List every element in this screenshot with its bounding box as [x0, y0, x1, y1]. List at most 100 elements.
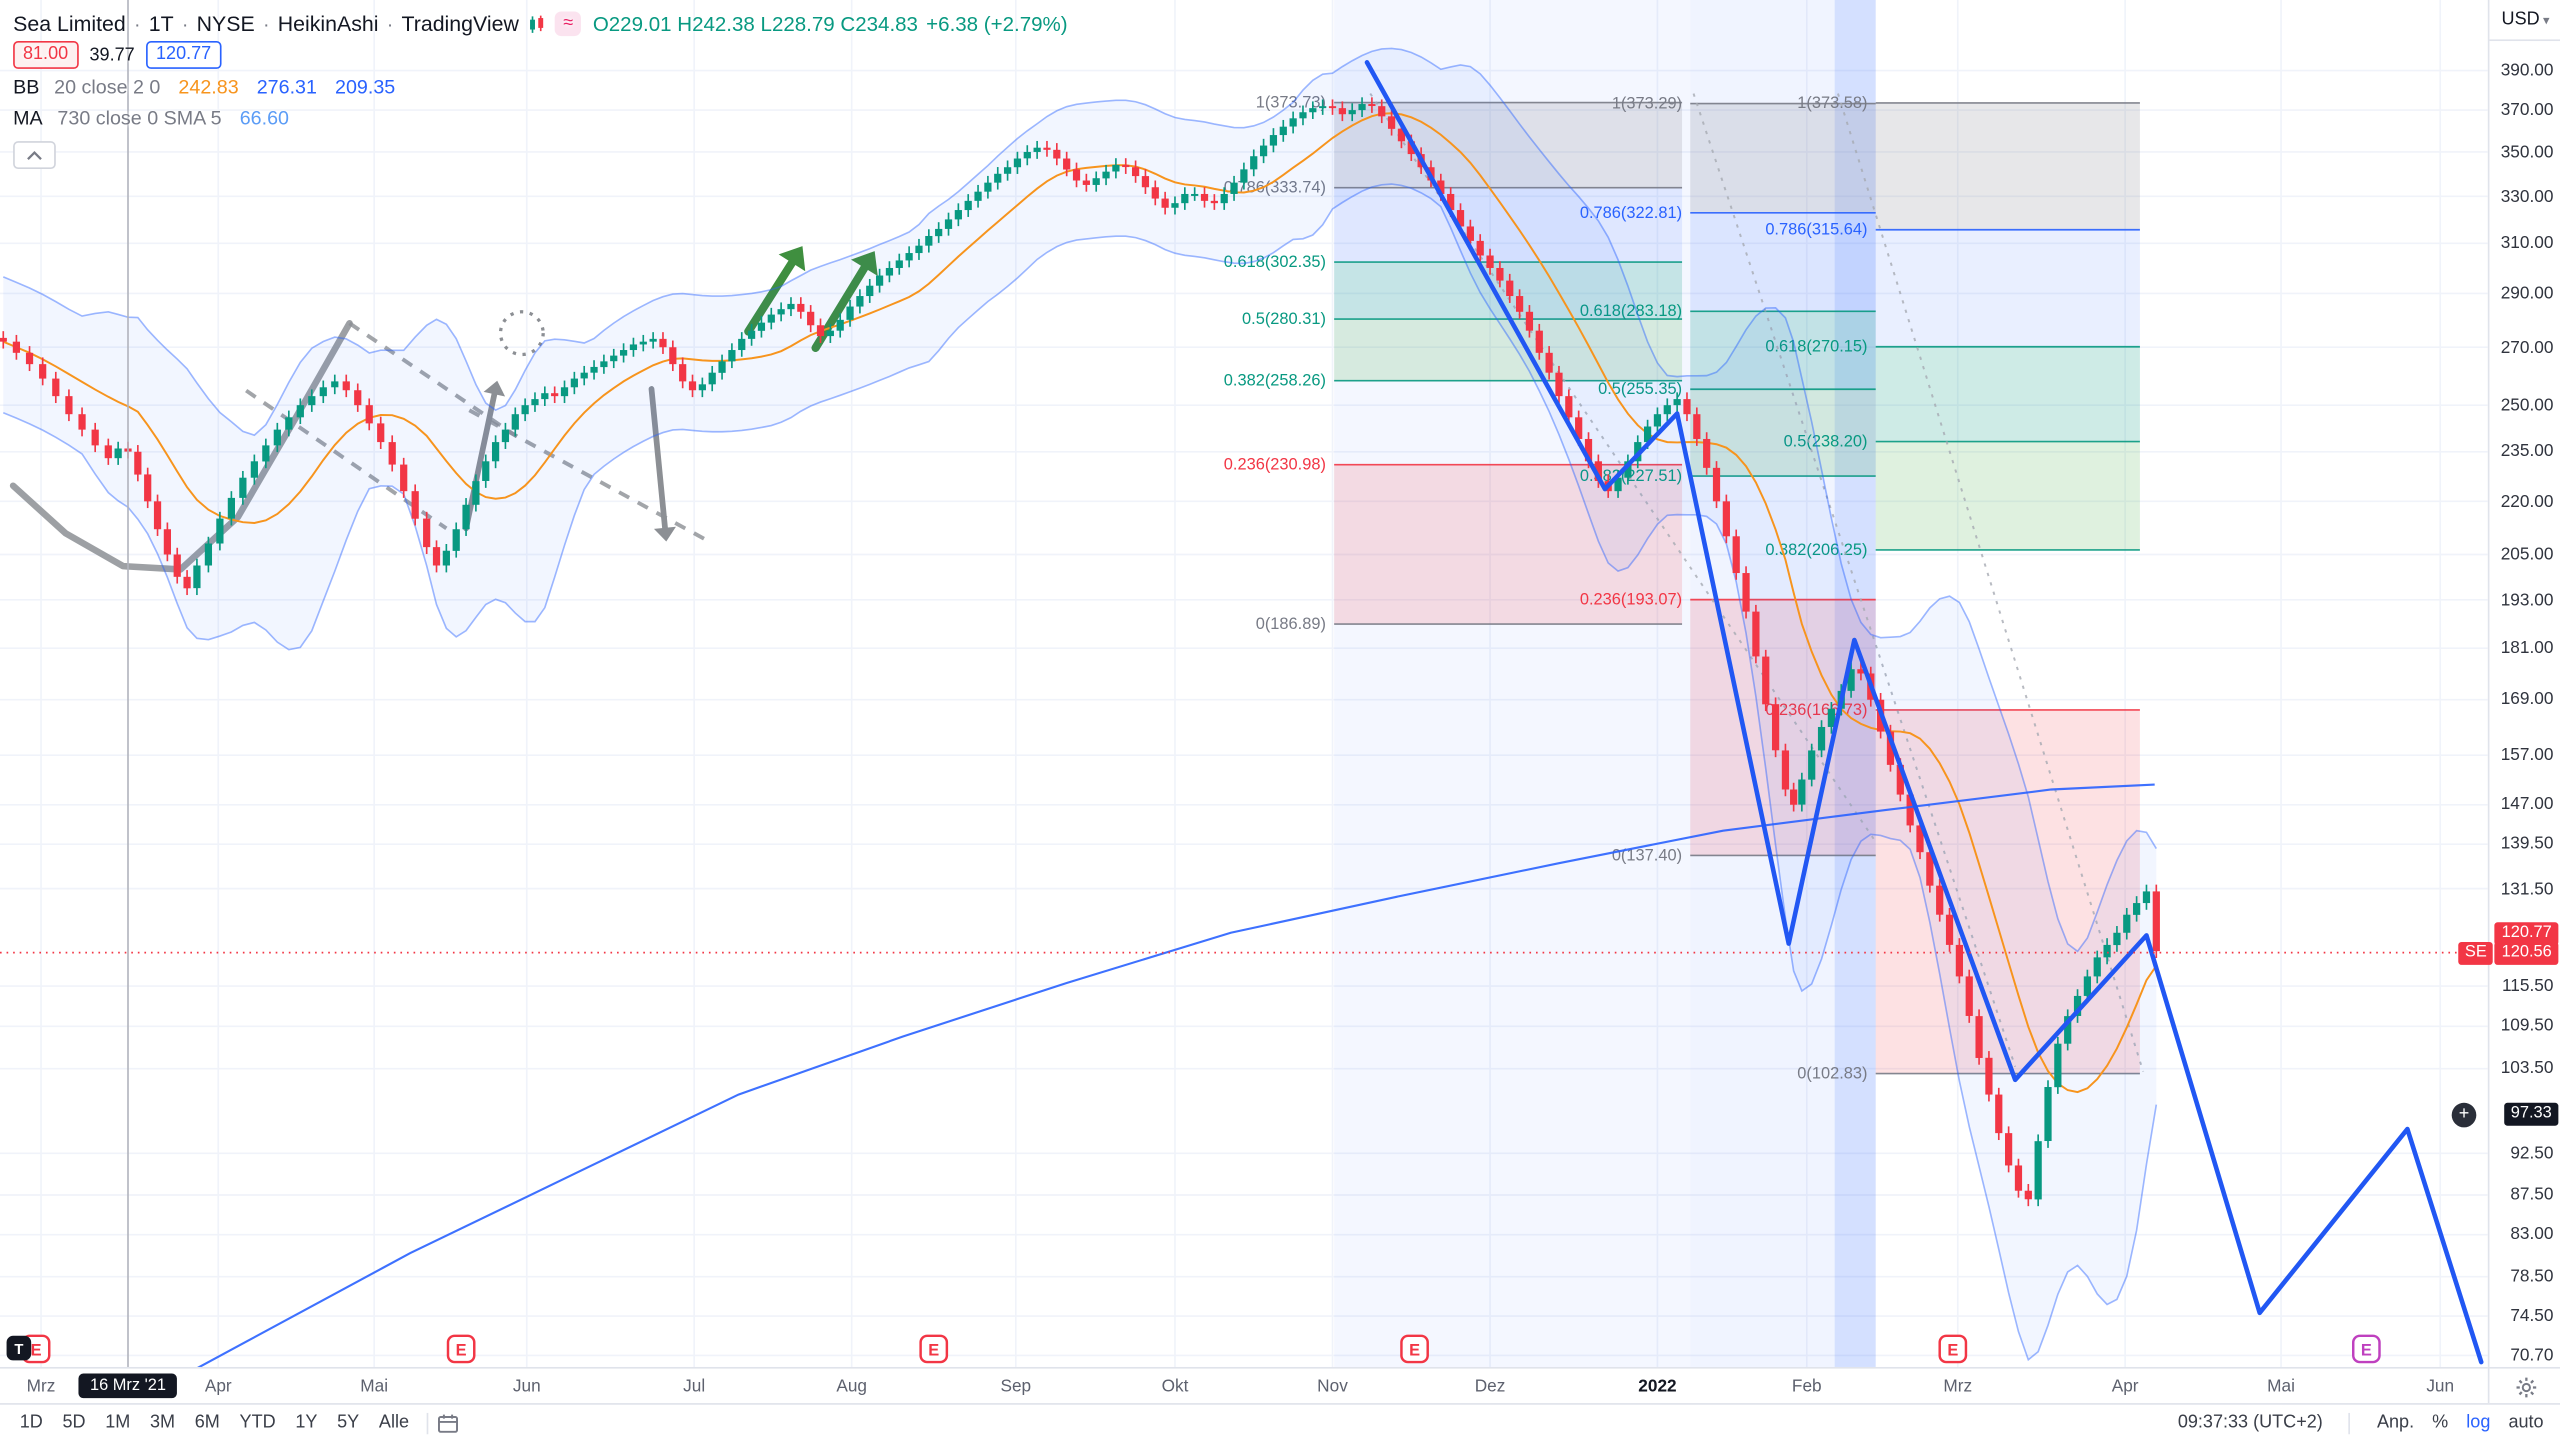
svg-text:E: E	[456, 1341, 467, 1359]
price-tick-label: 70.70	[2510, 1345, 2554, 1366]
price-level-pill-red[interactable]: 81.00	[13, 41, 79, 69]
caret-down-icon: ▾	[2542, 12, 2550, 28]
price-level-pill-blue[interactable]: 120.77	[146, 41, 222, 69]
time-tick-label: Jul	[683, 1376, 706, 1397]
add-alert-plus-button[interactable]: +	[2451, 1102, 2477, 1128]
go-to-date-button[interactable]	[437, 1412, 460, 1433]
price-tick-label: 193.00	[2500, 589, 2554, 610]
percent-toggle[interactable]: %	[2432, 1412, 2449, 1433]
go-to-date-calendar-icon	[438, 1413, 459, 1432]
auto-scale-toggle[interactable]: auto	[2508, 1412, 2544, 1433]
range-button-3m[interactable]: 3M	[150, 1412, 176, 1433]
fib-level-label: 0.618(283.18)	[1580, 302, 1682, 320]
price-tick-label: 290.00	[2500, 283, 2554, 304]
time-tick-label: Aug	[836, 1376, 868, 1397]
range-button-1m[interactable]: 1M	[105, 1412, 131, 1433]
price-tick-label: 74.50	[2510, 1306, 2554, 1326]
axis-hover-price-badge: 97.33	[2504, 1103, 2559, 1127]
price-tick-label: 270.00	[2500, 337, 2554, 358]
price-tick-label: 131.50	[2500, 878, 2554, 899]
fib-level-label: 0.236(230.98)	[1224, 456, 1326, 474]
range-button-alle[interactable]: Alle	[378, 1412, 410, 1433]
last-price-badge: SE 120.56	[2458, 942, 2559, 966]
range-button-1y[interactable]: 1Y	[295, 1412, 318, 1433]
fib-level-label: 0.618(302.35)	[1224, 253, 1326, 271]
price-tick-label: 370.00	[2500, 100, 2554, 120]
log-scale-toggle[interactable]: log	[2466, 1412, 2491, 1433]
chevron-up-icon	[27, 150, 42, 160]
earnings-marker[interactable]: E	[1400, 1334, 1429, 1364]
projection-trendline[interactable]	[1364, 60, 2484, 1365]
time-tick-label: Mai	[2267, 1376, 2295, 1397]
svg-text:E: E	[31, 1341, 42, 1359]
time-tick-label: Mrz	[1943, 1376, 1973, 1397]
wave-compare-icon[interactable]: ≈	[555, 11, 582, 37]
range-button-6m[interactable]: 6M	[194, 1412, 220, 1433]
vertical-highlight-band	[1334, 0, 1691, 1367]
ma730-line	[197, 783, 2155, 1367]
price-tick-label: 310.00	[2500, 233, 2554, 254]
bollinger-basis-line	[2, 112, 2158, 1094]
time-tick-label: Nov	[1317, 1376, 1348, 1397]
svg-text:E: E	[928, 1341, 939, 1359]
price-tick-label: 92.50	[2510, 1143, 2554, 1164]
price-axis[interactable]: USD ▾ 390.00 370.00 350.00 330.00 310.00 290.…	[2458, 0, 2560, 1367]
fib-level-label: 0(186.89)	[1256, 615, 1326, 633]
fib-level-label: 0.5(255.35)	[1598, 380, 1682, 398]
fib-level-label: 1(373.29)	[1612, 94, 1682, 112]
price-tick-label: 350.00	[2500, 142, 2554, 162]
time-tick-label: Apr	[2111, 1376, 2139, 1397]
price-line-badge: 120.77	[2495, 921, 2559, 945]
price-tick-label: 390.00	[2500, 60, 2554, 81]
time-tick-label: Jun	[512, 1376, 541, 1397]
earnings-marker[interactable]: E	[1938, 1334, 1968, 1364]
tradingview-watermark-logo[interactable]: T	[6, 1335, 32, 1361]
price-tick-label: 103.50	[2500, 1058, 2554, 1079]
earnings-marker[interactable]: E	[919, 1334, 949, 1364]
price-tick-label: 147.00	[2500, 794, 2554, 815]
earnings-marker[interactable]: E	[446, 1334, 476, 1364]
fib-level-label: 0(102.83)	[1797, 1064, 1867, 1082]
time-tick-label: Apr	[204, 1376, 232, 1397]
indicator-name[interactable]: BB	[13, 74, 40, 98]
range-button-1d[interactable]: 1D	[19, 1412, 43, 1433]
time-tick-label: Jun	[2426, 1376, 2455, 1397]
time-tick-label: 2022	[1638, 1376, 1677, 1397]
legend-collapse-button[interactable]	[13, 141, 56, 170]
gear-icon	[2515, 1376, 2536, 1397]
earnings-marker[interactable]: E	[2352, 1334, 2381, 1364]
range-button-ytd[interactable]: YTD	[239, 1412, 276, 1433]
time-axis[interactable]: Mrz Apr Mai Jun Jul Aug Sep Okt Nov Dez 2022 Feb Mrz…	[0, 1366, 2488, 1405]
fib-level-label: 0.5(280.31)	[1242, 310, 1326, 328]
axis-settings-corner[interactable]	[2487, 1366, 2560, 1405]
currency-toggle-button[interactable]: USD ▾	[2489, 0, 2560, 42]
plus-icon: +	[2458, 1104, 2470, 1124]
price-tick-label: 220.00	[2500, 491, 2554, 512]
price-tick-label: 109.50	[2500, 1016, 2554, 1037]
chart-plot-area[interactable]: 1(373.73)0.786(333.74)0.618(302.35)0.5(2…	[0, 0, 2488, 1367]
candlestick-icon[interactable]	[527, 14, 547, 34]
price-tick-label: 235.00	[2500, 441, 2554, 462]
price-tick-label: 87.50	[2510, 1185, 2554, 1205]
indicator-name[interactable]: MA	[13, 105, 43, 129]
time-tick-label: Feb	[1791, 1376, 1822, 1397]
time-tick-label: Mrz	[26, 1376, 56, 1397]
last-price-value: 120.56	[2495, 942, 2559, 966]
bollinger-lower-line	[2, 183, 2158, 1362]
adjust-toggle[interactable]: Anp.	[2376, 1412, 2415, 1433]
toolbar-divider	[427, 1412, 429, 1434]
price-tick-label: 205.00	[2500, 544, 2554, 565]
bottom-toolbar: 1D 5D 1M 3M 6M YTD 1Y 5Y Alle 09:37:33 (UTC+2) A…	[0, 1403, 2560, 1440]
price-tick-label: 115.50	[2502, 976, 2554, 996]
range-button-5d[interactable]: 5D	[62, 1412, 86, 1433]
range-buttons: 1D 5D 1M 3M 6M YTD 1Y 5Y Alle	[0, 1413, 419, 1433]
svg-text:E: E	[1947, 1341, 1958, 1359]
clock-label[interactable]: 09:37:33 (UTC+2)	[2177, 1412, 2323, 1433]
svg-text:E: E	[2361, 1341, 2372, 1359]
fib-level-label: 0.618(270.15)	[1765, 338, 1867, 356]
chart-canvas[interactable]: 1(373.73)0.786(333.74)0.618(302.35)0.5(2…	[0, 0, 2488, 1367]
range-button-5y[interactable]: 5Y	[337, 1412, 360, 1433]
bollinger-upper-line	[2, 47, 2158, 953]
svg-text:E: E	[1409, 1341, 1420, 1359]
